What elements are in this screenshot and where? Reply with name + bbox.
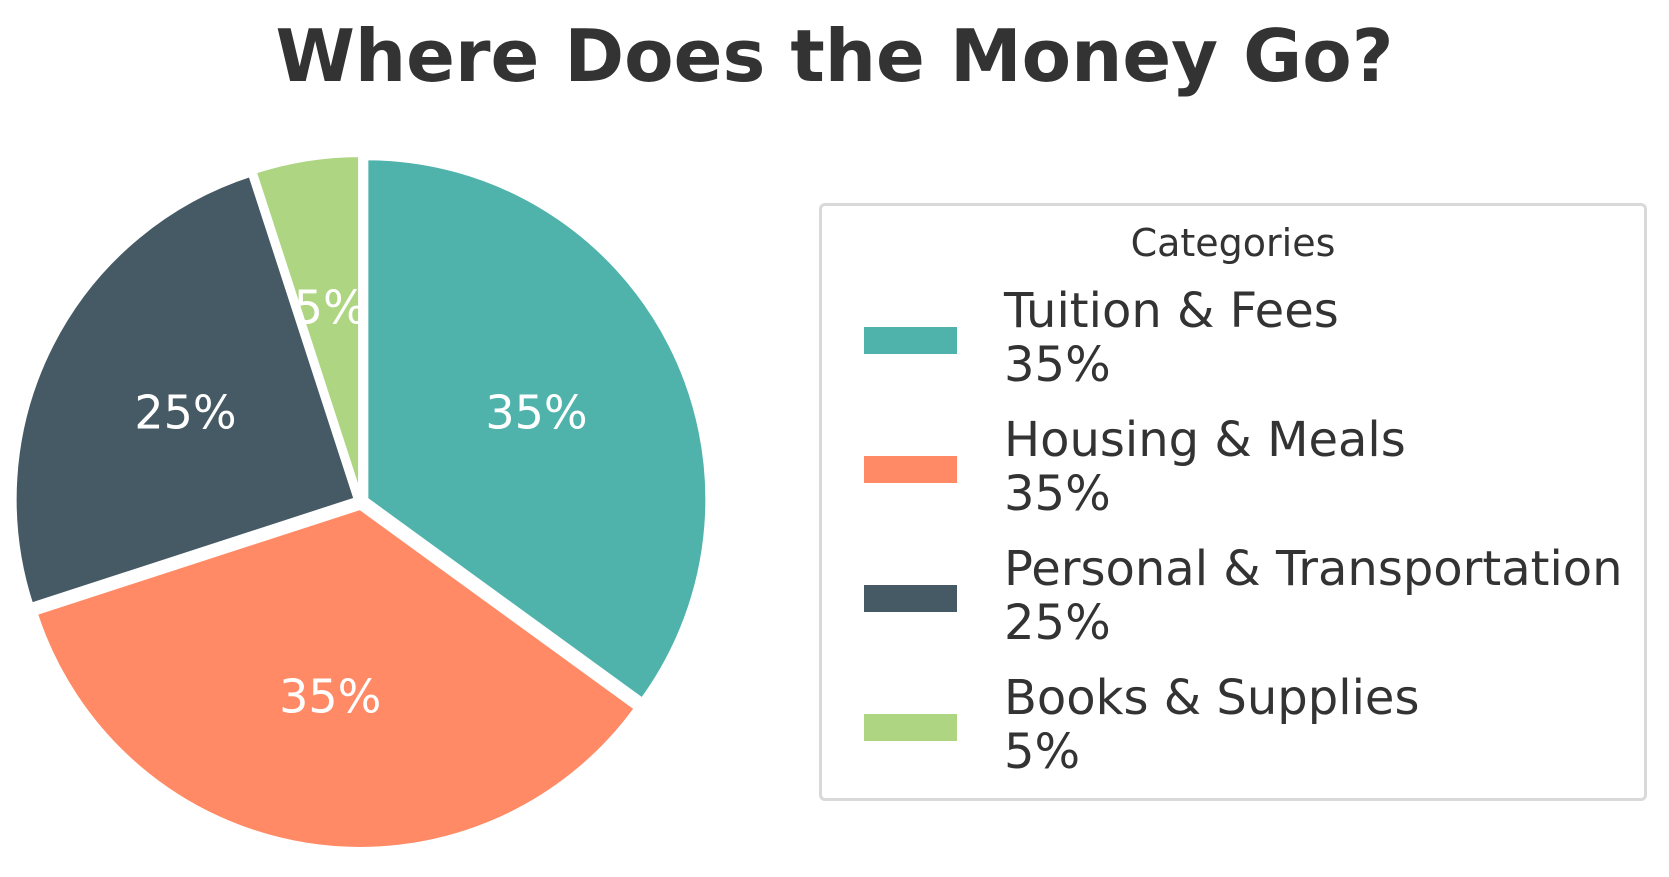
pie-chart: 35% 35% 25% 5% bbox=[12, 153, 710, 851]
pie-slice-labels: 35% 35% 25% 5% bbox=[134, 280, 587, 723]
legend-entry-tuition: Tuition & Fees 35% bbox=[844, 284, 1634, 394]
pie-slices bbox=[12, 153, 710, 851]
legend-swatch bbox=[864, 714, 957, 741]
legend-percent: 25% bbox=[1004, 595, 1111, 651]
pie-slice-label: 25% bbox=[134, 386, 236, 440]
legend-name: Books & Supplies bbox=[1004, 670, 1420, 726]
legend-name: Personal & Transportation bbox=[1004, 541, 1623, 597]
legend-entry-housing: Housing & Meals 35% bbox=[844, 413, 1634, 523]
legend-swatch bbox=[864, 456, 957, 483]
legend-label: Housing & Meals 35% bbox=[1004, 413, 1406, 521]
chart-title: Where Does the Money Go? bbox=[275, 14, 1394, 98]
legend-label: Tuition & Fees 35% bbox=[1004, 284, 1339, 392]
legend-swatch bbox=[864, 327, 957, 354]
legend-percent: 5% bbox=[1004, 724, 1081, 780]
legend: Categories Tuition & Fees 35% Housing & … bbox=[819, 203, 1647, 801]
legend-entry-personal: Personal & Transportation 25% bbox=[844, 542, 1634, 652]
legend-title: Categories bbox=[1130, 221, 1336, 265]
legend-swatch bbox=[864, 585, 957, 612]
pie-slice-label: 35% bbox=[279, 670, 381, 724]
pie-slice-personal-transportation bbox=[12, 172, 359, 608]
legend-entry-books: Books & Supplies 5% bbox=[844, 671, 1634, 781]
pie-slice-books-supplies bbox=[252, 153, 363, 497]
pie-slice-tuition-fees bbox=[364, 156, 710, 703]
legend-name: Housing & Meals bbox=[1004, 412, 1406, 468]
pie-slice-housing-meals bbox=[33, 505, 639, 851]
legend-label: Books & Supplies 5% bbox=[1004, 671, 1419, 779]
legend-name: Tuition & Fees bbox=[1004, 283, 1339, 339]
legend-percent: 35% bbox=[1004, 337, 1111, 393]
legend-label: Personal & Transportation 25% bbox=[1004, 542, 1623, 650]
pie-slice-label: 5% bbox=[294, 280, 367, 334]
legend-percent: 35% bbox=[1004, 466, 1111, 522]
pie-slice-label: 35% bbox=[485, 386, 587, 440]
